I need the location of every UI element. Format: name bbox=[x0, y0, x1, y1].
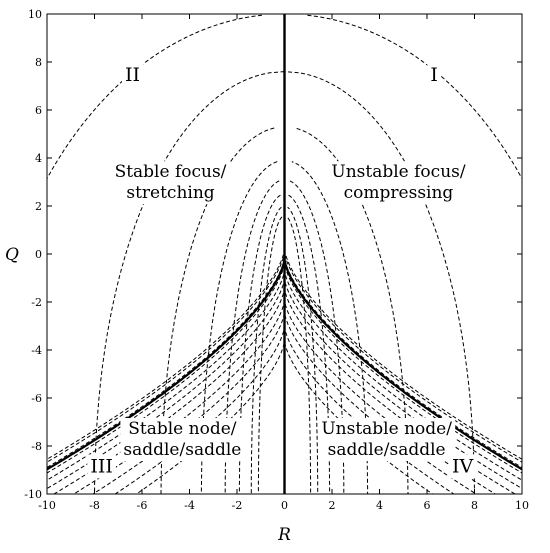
x-tick-label: 6 bbox=[424, 499, 431, 512]
upper-contour bbox=[94, 71, 475, 494]
region-roman-numeral: I bbox=[430, 64, 438, 86]
x-tick-label: -4 bbox=[184, 499, 195, 512]
lower-contour bbox=[47, 254, 522, 463]
annotation-background bbox=[111, 161, 230, 205]
y-tick-label: -2 bbox=[31, 296, 42, 309]
roman-background bbox=[87, 454, 116, 479]
annotation-line: stretching bbox=[126, 183, 214, 203]
x-tick-label: -6 bbox=[137, 499, 148, 512]
y-tick-label: 8 bbox=[35, 56, 42, 69]
lower-contour bbox=[47, 263, 522, 474]
x-tick-label: 0 bbox=[281, 499, 288, 512]
upper-contour bbox=[200, 161, 369, 494]
annotation-background bbox=[318, 418, 456, 461]
upper-contour bbox=[160, 127, 409, 494]
roman-background bbox=[449, 454, 477, 479]
lower-contour bbox=[52, 288, 517, 494]
annotation-background bbox=[328, 161, 469, 205]
upper-contour bbox=[257, 216, 312, 494]
annotation-line: saddle/saddle bbox=[328, 440, 446, 460]
lower-contour bbox=[92, 312, 477, 494]
upper-contour bbox=[224, 180, 345, 494]
y-tick-label: 0 bbox=[35, 248, 42, 261]
region-annotation: Stable node/saddle/saddle bbox=[123, 419, 241, 460]
y-tick-label: 10 bbox=[28, 8, 42, 21]
lower-contour bbox=[47, 257, 522, 469]
discriminant-curve bbox=[47, 258, 522, 471]
region-labels: Stable focus/stretching Unstable focus/co… bbox=[87, 63, 477, 479]
lower-contour bbox=[72, 300, 497, 494]
annotation-line: Unstable node/ bbox=[321, 419, 452, 439]
region-annotation: Unstable focus/compressing bbox=[331, 162, 465, 203]
y-tick-label: -10 bbox=[24, 488, 42, 501]
region-roman-numeral: IV bbox=[452, 455, 474, 477]
lower-contour bbox=[135, 341, 434, 494]
region-annotation: Unstable node/saddle/saddle bbox=[321, 419, 452, 460]
annotation-background bbox=[120, 418, 245, 461]
x-tick-label: -8 bbox=[89, 499, 100, 512]
annotation-line: compressing bbox=[344, 183, 454, 203]
annotation-line: Unstable focus/ bbox=[331, 162, 465, 182]
region-roman-numeral: II bbox=[125, 64, 140, 86]
y-tick-label: -4 bbox=[31, 344, 42, 357]
x-tick-label: -10 bbox=[38, 499, 56, 512]
y-tick-label: 6 bbox=[35, 104, 42, 117]
axis-ticks: -10 -8 -6 -4 -2 0 2 4 6 8 10 -10 -8 -6 -4 -2 0 2 4 6 8 10 bbox=[24, 8, 529, 512]
x-tick-label: 8 bbox=[471, 499, 478, 512]
annotation-line: Stable node/ bbox=[128, 419, 237, 439]
lower-contour bbox=[47, 254, 522, 460]
upper-contour bbox=[47, 14, 522, 180]
y-tick-label: -8 bbox=[31, 440, 42, 453]
x-tick-label: 4 bbox=[376, 499, 383, 512]
roman-background bbox=[121, 63, 144, 88]
y-tick-label: 4 bbox=[35, 152, 42, 165]
region-annotation: Stable focus/stretching bbox=[115, 162, 227, 203]
x-tick-label: 2 bbox=[329, 499, 336, 512]
roman-background bbox=[427, 63, 441, 88]
y-axis-label: Q bbox=[5, 245, 19, 265]
annotation-line: Stable focus/ bbox=[115, 162, 227, 182]
x-tick-label: 10 bbox=[515, 499, 529, 512]
region-roman-numeral: III bbox=[90, 455, 113, 477]
x-tick-label: -2 bbox=[232, 499, 243, 512]
x-axis-label: R bbox=[277, 525, 291, 545]
y-tick-label: -6 bbox=[31, 392, 42, 405]
lower-contour bbox=[47, 278, 522, 490]
annotation-line: saddle/saddle bbox=[123, 440, 241, 460]
y-tick-label: 2 bbox=[35, 200, 42, 213]
